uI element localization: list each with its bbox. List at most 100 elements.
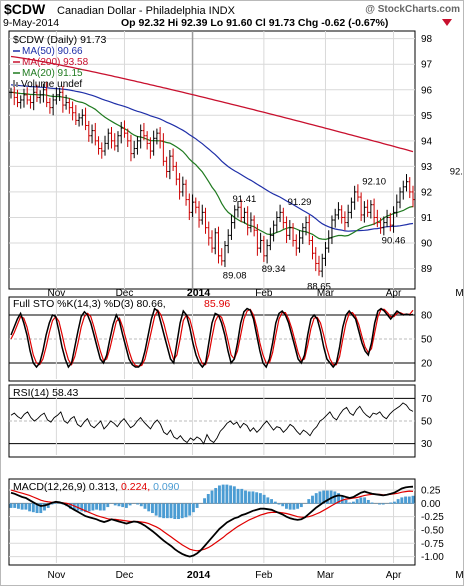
macd-histogram-bar bbox=[184, 503, 188, 518]
price-bar bbox=[330, 215, 334, 245]
price-bar bbox=[275, 211, 279, 233]
price-bar bbox=[262, 235, 266, 262]
rsi-line bbox=[10, 402, 414, 445]
price-bar bbox=[278, 204, 282, 223]
macd-histogram-bar bbox=[348, 502, 352, 504]
x-axis-label: Mar bbox=[317, 570, 335, 581]
macd-histogram-bar bbox=[195, 503, 199, 508]
quote-lo: 91.60 bbox=[226, 17, 252, 29]
macd-y-tick: -1.00 bbox=[421, 552, 444, 563]
price-bar bbox=[74, 105, 78, 126]
macd-histogram-bar bbox=[154, 503, 158, 516]
macd-histogram-bar bbox=[206, 493, 210, 504]
macd-histogram-bar bbox=[244, 490, 247, 504]
macd-histogram-bar bbox=[307, 499, 311, 504]
macd-histogram-bar bbox=[39, 503, 43, 514]
macd-histogram-bar bbox=[28, 503, 32, 512]
macd-line bbox=[10, 485, 414, 558]
price-bar bbox=[9, 87, 13, 99]
price-bar bbox=[58, 87, 62, 101]
price-bar bbox=[291, 223, 295, 247]
price-bar bbox=[252, 215, 256, 237]
price-bar bbox=[84, 107, 88, 131]
price-bar bbox=[259, 232, 263, 253]
macd-histogram-bar bbox=[177, 503, 180, 519]
macd-histogram-bar bbox=[355, 499, 359, 504]
stochastic-title-d: 85.96 bbox=[204, 298, 230, 310]
macd-histogram-bar bbox=[236, 488, 240, 504]
macd-histogram-bar bbox=[363, 497, 367, 504]
macd-histogram-bar bbox=[46, 503, 50, 508]
moving-averages bbox=[10, 55, 414, 241]
price-y-tick: 89 bbox=[421, 264, 433, 275]
price-bar bbox=[145, 131, 149, 150]
rsi-y-axis: 30 50 70 bbox=[421, 394, 433, 450]
macd-histogram-bar bbox=[389, 502, 393, 504]
price-bar bbox=[54, 87, 58, 105]
price-bar bbox=[207, 221, 211, 246]
macd-title: MACD(12,26,9) 0.313, 0.224, 0.090 bbox=[13, 481, 180, 493]
price-panel: 89 90 91 92 93 94 95 96 97 98 91.41 91.29 89.08 89.3… bbox=[8, 30, 463, 293]
price-annotations: 91.41 91.29 89.08 89.34 88.65 92.10 90.46 92.49 bbox=[223, 166, 463, 292]
macd-histogram-bar bbox=[165, 503, 169, 519]
price-bar bbox=[110, 127, 113, 149]
price-bar bbox=[132, 140, 136, 159]
price-bar bbox=[171, 148, 175, 171]
macd-histogram-bar bbox=[54, 502, 58, 504]
rsi-grid bbox=[9, 387, 415, 455]
price-bar bbox=[323, 241, 327, 267]
rsi-line bbox=[10, 402, 414, 445]
x-axis-label: Apr bbox=[386, 570, 402, 581]
price-bar bbox=[249, 212, 253, 233]
macd-histogram-bar bbox=[322, 490, 326, 504]
price-bar bbox=[90, 124, 94, 144]
price-bar bbox=[184, 179, 188, 206]
price-y-tick: 90 bbox=[421, 239, 433, 250]
x-axis-label: Mar bbox=[317, 288, 335, 299]
rsi-y-tick: 70 bbox=[421, 394, 433, 405]
volume-icon bbox=[13, 80, 15, 87]
price-bar bbox=[366, 199, 370, 217]
macd-histogram-bar bbox=[292, 503, 296, 510]
x-axis-labels-bottom: Nov Dec 2014 Feb Mar Apr May bbox=[47, 569, 463, 581]
price-bar bbox=[314, 247, 318, 272]
price-bar bbox=[45, 82, 49, 108]
quote-cl-label: Cl bbox=[255, 17, 266, 29]
price-bar bbox=[129, 134, 133, 162]
price-bar bbox=[103, 135, 107, 156]
macd-histogram-bar bbox=[258, 493, 262, 504]
price-bar bbox=[233, 205, 237, 229]
macd-histogram-bar bbox=[143, 503, 147, 509]
price-bars bbox=[9, 82, 415, 278]
price-bar bbox=[216, 226, 220, 264]
macd-histogram-bar bbox=[121, 503, 125, 508]
macd-y-tick: 0.25 bbox=[421, 486, 441, 497]
macd-histogram-bar bbox=[407, 496, 411, 504]
x-axis-label: Dec bbox=[116, 570, 134, 581]
macd-lines bbox=[10, 485, 414, 558]
price-bar bbox=[272, 220, 276, 242]
price-bar bbox=[388, 212, 392, 232]
macd-histogram-bar bbox=[277, 503, 281, 505]
price-bar bbox=[281, 207, 285, 229]
price-annotation: 92.10 bbox=[362, 176, 386, 187]
price-annotation: 89.08 bbox=[223, 271, 247, 282]
price-legend-item: MA(20) 91.15 bbox=[22, 68, 83, 79]
price-y-tick: 94 bbox=[421, 136, 433, 147]
macd-histogram-bar bbox=[106, 503, 110, 508]
quote-chg-label: Chg bbox=[298, 17, 318, 29]
price-bar bbox=[395, 194, 399, 217]
symbol-name: Canadian Dollar - Philadelphia INDX bbox=[57, 5, 236, 17]
rsi-panel: 30 50 70 RSI(14) 58.43 bbox=[8, 384, 433, 458]
price-bar bbox=[340, 205, 344, 224]
macd-histogram-bar bbox=[247, 491, 251, 504]
rsi-title: RSI(14) 58.43 bbox=[13, 387, 79, 399]
price-annotation: 89.34 bbox=[262, 264, 286, 275]
macd-histogram-bar bbox=[255, 492, 259, 504]
price-bar bbox=[223, 240, 227, 268]
macd-histogram-bar bbox=[9, 503, 13, 508]
price-bar bbox=[87, 120, 91, 142]
macd-histogram-bar bbox=[136, 503, 139, 505]
x-axis-label: May bbox=[455, 570, 463, 581]
